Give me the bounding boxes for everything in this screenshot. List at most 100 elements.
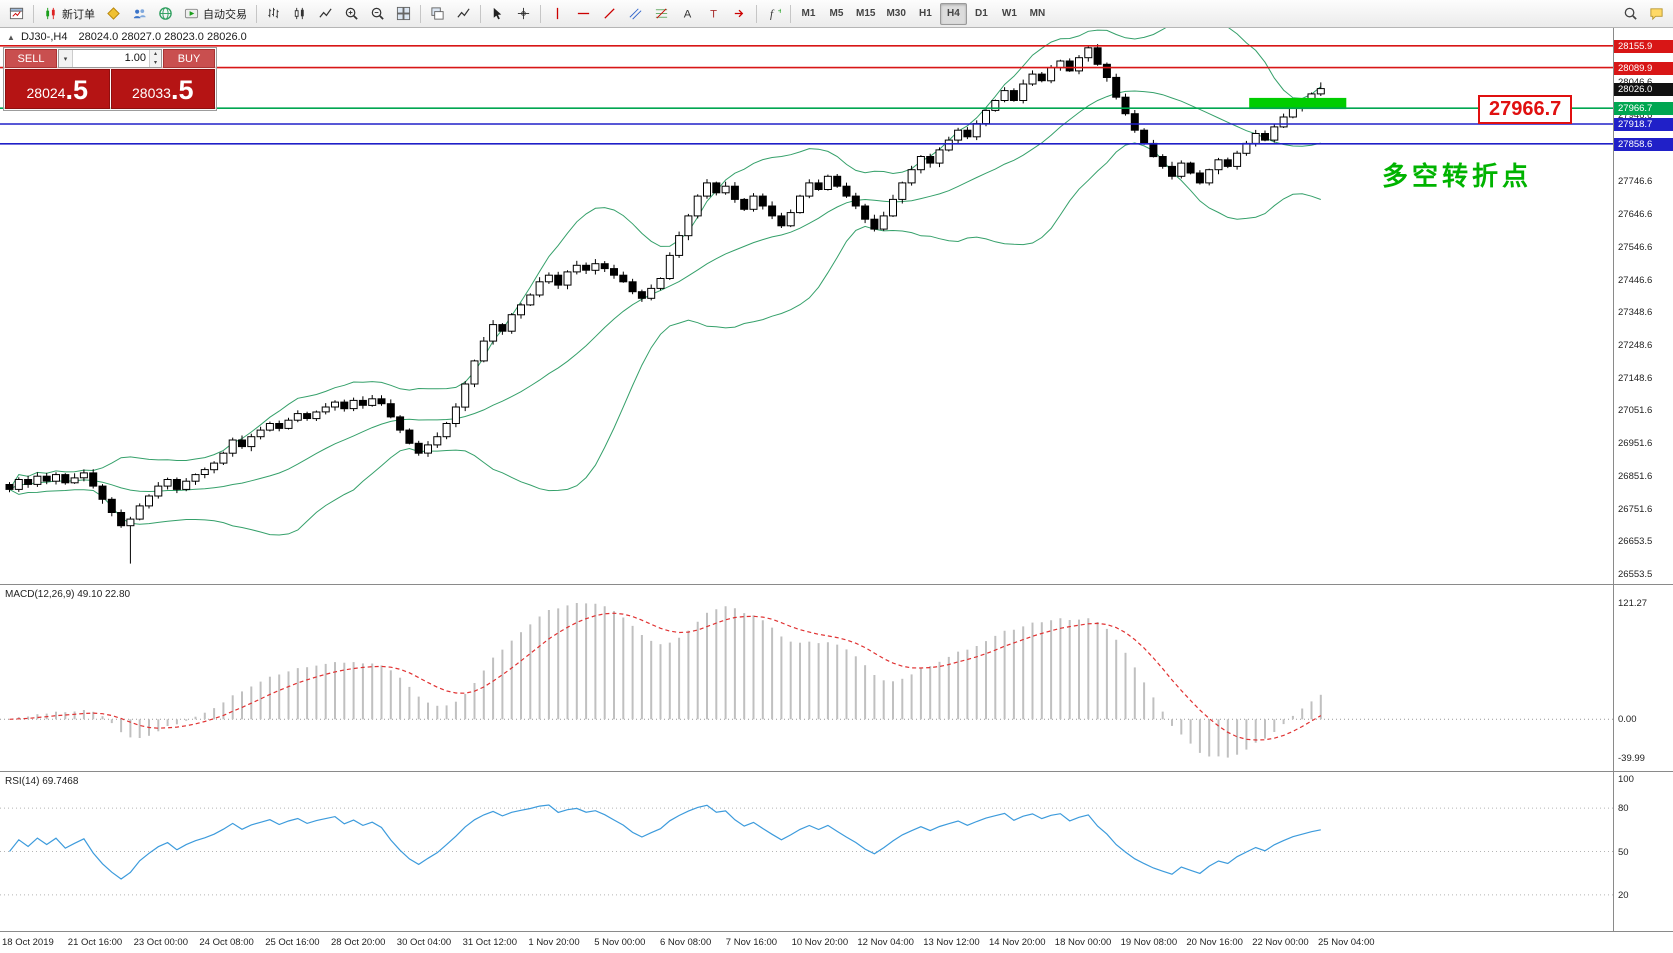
- timeframe-m5[interactable]: M5: [823, 3, 850, 25]
- text-label-icon: [706, 6, 721, 21]
- timeframe-m30[interactable]: M30: [881, 3, 910, 25]
- timeframe-h4[interactable]: H4: [939, 2, 967, 25]
- volume-up-button[interactable]: ▴: [150, 50, 161, 59]
- indicators-icon: [766, 6, 781, 21]
- volume-dropdown-button[interactable]: ▾: [59, 50, 73, 67]
- sell-price-fraction: .5: [65, 75, 88, 105]
- toolbar-separator: [790, 4, 791, 23]
- buy-price-button[interactable]: 28033.5: [110, 69, 215, 109]
- time-axis-label: 31 Oct 12:00: [462, 937, 517, 948]
- text-icon: [680, 6, 695, 21]
- price-axis-label: 26553.5: [1618, 568, 1653, 580]
- macd-panel-canvas[interactable]: [0, 585, 1613, 772]
- current-price-badge: 28026.0: [1614, 82, 1673, 96]
- bar-chart-button[interactable]: [261, 3, 286, 25]
- volume-spinner: ▴ ▾: [149, 50, 161, 67]
- new-order-label: 新订单: [62, 8, 95, 21]
- hline-price-badge: 27918.7: [1614, 118, 1673, 131]
- price-axis-label: 26751.6: [1618, 503, 1653, 515]
- rsi-axis-label: 80: [1618, 803, 1629, 815]
- buy-button[interactable]: BUY: [163, 49, 215, 68]
- chat-button[interactable]: [1644, 3, 1669, 25]
- text-button[interactable]: [675, 3, 700, 25]
- indicators-button[interactable]: [761, 3, 786, 25]
- chart-window-icon[interactable]: [4, 3, 29, 25]
- channel-button[interactable]: [623, 3, 648, 25]
- gold-icon[interactable]: [101, 3, 126, 25]
- timeframe-m15[interactable]: M15: [851, 3, 880, 25]
- candle-chart-button[interactable]: [287, 3, 312, 25]
- price-axis-label: 26851.6: [1618, 470, 1653, 482]
- trendline-button[interactable]: [597, 3, 622, 25]
- timeframe-w1[interactable]: W1: [996, 3, 1023, 25]
- sell-price-button[interactable]: 28024.5: [5, 69, 110, 109]
- sell-button[interactable]: SELL: [5, 49, 57, 68]
- price-axis-label: 27148.6: [1618, 372, 1653, 384]
- crosshair-button[interactable]: [511, 3, 536, 25]
- cascade-windows-button[interactable]: [425, 3, 450, 25]
- line-chart-button[interactable]: [313, 3, 338, 25]
- main-toolbar: 新订单 自动交易 M1 M5 M15 M30 H1 H4 D1 W1 MN: [0, 0, 1673, 28]
- volume-control: ▾ 1.00 ▴ ▾: [58, 49, 162, 68]
- arrow-object-button[interactable]: [727, 3, 752, 25]
- price-axis[interactable]: 28146.628046.627946.627846.627746.627646…: [1613, 28, 1673, 931]
- zoom-in-button[interactable]: [339, 3, 364, 25]
- time-axis-label: 5 Nov 00:00: [594, 937, 646, 948]
- sell-price: 28024: [26, 85, 66, 101]
- time-axis[interactable]: 18 Oct 2019 21 Oct 16:00 23 Oct 00:00 24 Oc…: [0, 931, 1673, 953]
- price-callout-label[interactable]: 27966.7: [1478, 95, 1573, 124]
- trade-panel-top-row: SELL ▾ 1.00 ▴ ▾ BUY: [4, 48, 216, 69]
- autotrading-button[interactable]: 自动交易: [179, 3, 252, 25]
- price-axis-label: 27746.6: [1618, 175, 1653, 187]
- zoom-out-button[interactable]: [365, 3, 390, 25]
- price-axis-label: 27348.6: [1618, 306, 1653, 318]
- search-button[interactable]: [1618, 3, 1643, 25]
- timeframe-mn[interactable]: MN: [1024, 3, 1051, 25]
- toolbar-separator: [33, 4, 34, 23]
- vertical-line-icon: [550, 6, 565, 21]
- price-chart-canvas[interactable]: [0, 28, 1613, 585]
- fibonacci-icon: [654, 6, 669, 21]
- timeframe-d1[interactable]: D1: [968, 3, 995, 25]
- crosshair-icon: [516, 6, 531, 21]
- toolbar-separator: [256, 4, 257, 23]
- time-axis-label: 20 Nov 16:00: [1186, 937, 1243, 948]
- macd-panel-divider[interactable]: [0, 584, 1673, 585]
- rsi-panel-canvas[interactable]: [0, 772, 1613, 931]
- horizontal-line-button[interactable]: [571, 3, 596, 25]
- auto-scroll-button[interactable]: [451, 3, 476, 25]
- hline-price-badge: 27858.6: [1614, 137, 1673, 151]
- symbol-timeframe: DJ30-,H4: [20, 31, 68, 43]
- hline-price-badge: 28089.9: [1614, 61, 1673, 75]
- market-icon[interactable]: [153, 3, 178, 25]
- timeframe-m1[interactable]: M1: [795, 3, 822, 25]
- zoom-out-icon: [370, 6, 385, 21]
- trade-panel-price-row: 28024.5 28033.5: [4, 69, 216, 110]
- turning-point-annotation[interactable]: 多空转折点: [1382, 161, 1533, 191]
- macd-name: MACD(12,26,9): [5, 589, 75, 600]
- rsi-panel-divider[interactable]: [0, 771, 1673, 772]
- chart-caret-icon[interactable]: ▲: [7, 33, 15, 42]
- line-chart-icon: [318, 6, 333, 21]
- tile-windows-button[interactable]: [391, 3, 416, 25]
- timeframe-h1[interactable]: H1: [912, 3, 939, 25]
- time-axis-label: 30 Oct 04:00: [396, 937, 452, 948]
- volume-input[interactable]: 1.00: [124, 52, 146, 64]
- arrow-object-icon: [732, 6, 747, 21]
- vertical-line-button[interactable]: [545, 3, 570, 25]
- community-icon[interactable]: [127, 3, 152, 25]
- price-axis-label: 27546.6: [1618, 241, 1653, 253]
- cascade-windows-icon: [430, 6, 445, 21]
- search-icon: [1623, 6, 1638, 21]
- volume-down-button[interactable]: ▾: [150, 58, 161, 67]
- autotrading-label: 自动交易: [203, 8, 247, 21]
- rsi-value: 69.7468: [42, 776, 79, 787]
- time-axis-label: 25 Oct 16:00: [265, 937, 320, 948]
- bar-chart-icon: [266, 6, 281, 21]
- text-label-button[interactable]: [701, 3, 726, 25]
- new-order-button[interactable]: 新订单: [38, 3, 100, 25]
- cursor-button[interactable]: [485, 3, 510, 25]
- fibonacci-button[interactable]: [649, 3, 674, 25]
- macd-axis-label: 0.00: [1618, 714, 1637, 726]
- hline-price-badge: 27966.7: [1614, 102, 1673, 116]
